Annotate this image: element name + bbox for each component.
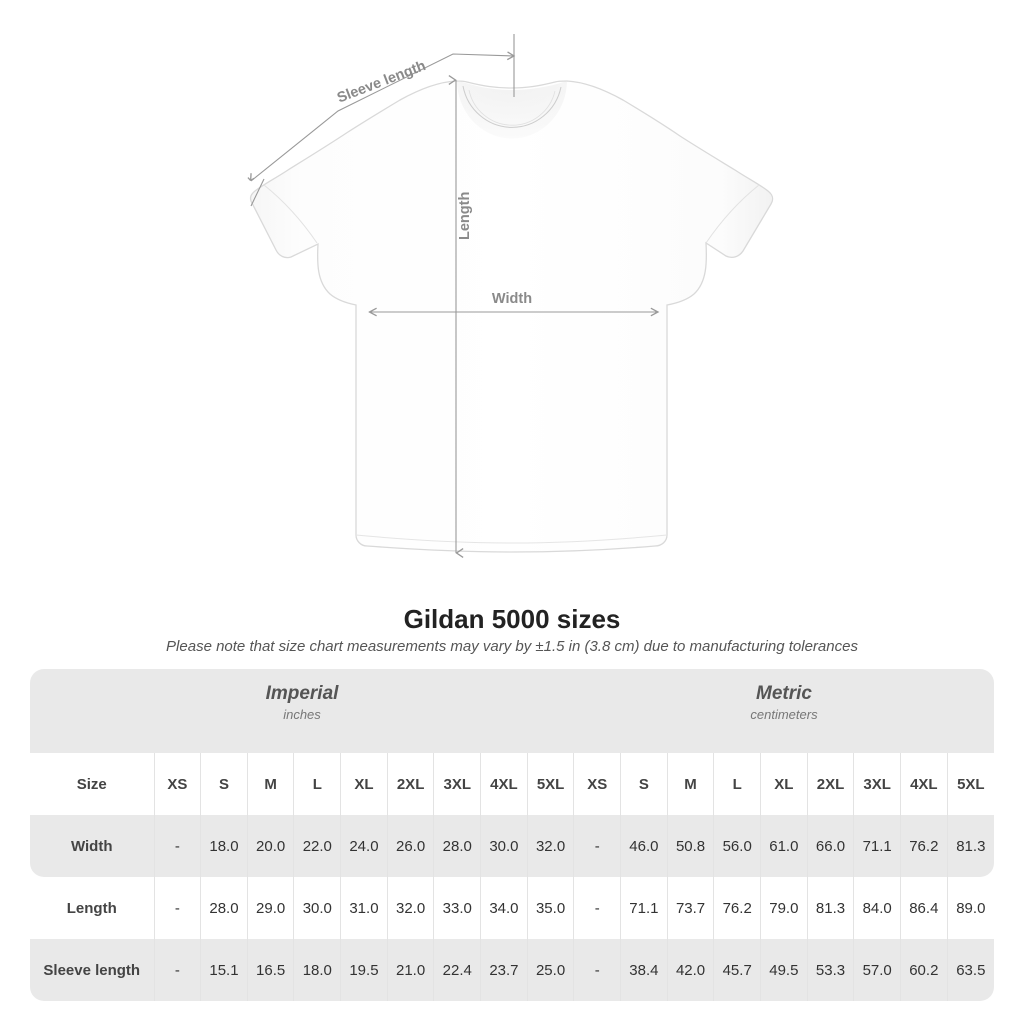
- svg-text:Width: Width: [492, 291, 532, 307]
- svg-text:Length: Length: [457, 192, 473, 240]
